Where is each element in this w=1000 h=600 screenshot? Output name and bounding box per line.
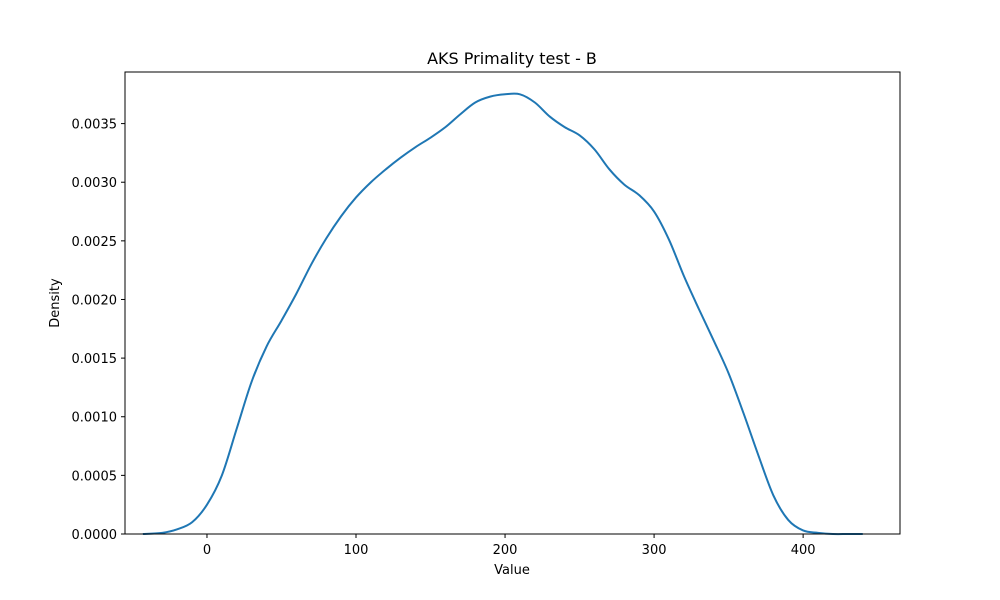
y-tick-label: 0.0030	[72, 176, 118, 191]
y-axis-label: Density	[48, 278, 63, 328]
y-tick-label: 0.0000	[72, 528, 118, 543]
density-line-0	[142, 92, 863, 536]
x-tick-label: 100	[344, 543, 369, 558]
y-tick-label: 0.0010	[72, 411, 118, 426]
x-tick-label: 300	[642, 543, 667, 558]
x-tick-label: 200	[493, 543, 518, 558]
x-axis-label: Value	[494, 563, 530, 578]
axes-frame	[124, 71, 901, 535]
y-tick-label: 0.0005	[72, 469, 118, 484]
y-tick-label: 0.0035	[72, 118, 118, 133]
y-tick-label: 0.0025	[72, 235, 118, 250]
y-tick-label: 0.0020	[72, 293, 118, 308]
y-tick-label: 0.0015	[72, 352, 118, 367]
chart-title: AKS Primality test - B	[427, 49, 597, 68]
x-tick-label: 0	[203, 543, 211, 558]
plot-area: 0 100 200 300 400 0.0000 0.0005 0.0010 0.0015 0.0…	[72, 71, 901, 558]
x-tick-label: 400	[791, 543, 816, 558]
